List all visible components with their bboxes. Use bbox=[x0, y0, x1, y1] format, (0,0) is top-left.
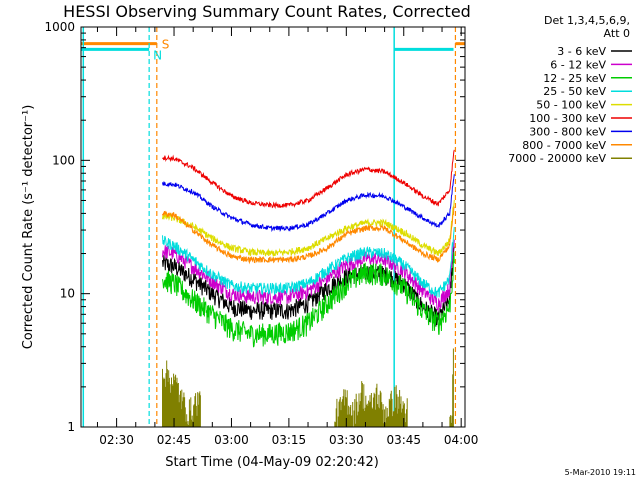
legend-label: 7000 - 20000 keV bbox=[508, 152, 606, 165]
y-tick-label: 10 bbox=[60, 287, 75, 301]
legend-label: 300 - 800 keV bbox=[529, 125, 606, 138]
saa-flag-label: S bbox=[162, 38, 170, 52]
x-axis-label: Start Time (04-May-09 02:20:42) bbox=[165, 455, 379, 470]
x-tick-label: 03:45 bbox=[386, 433, 421, 447]
plot-frame bbox=[80, 26, 466, 428]
legend-label: 800 - 7000 keV bbox=[522, 139, 606, 152]
x-tick-label: 02:45 bbox=[157, 433, 192, 447]
y-tick-label: 100 bbox=[52, 153, 75, 167]
y-tick-label: 1000 bbox=[44, 20, 75, 34]
flag-layer: SN bbox=[81, 27, 465, 427]
x-tick-label: 03:00 bbox=[214, 433, 249, 447]
legend-header-line-1: Det 1,3,4,5,6,9, bbox=[544, 14, 630, 27]
y-axis: 1 10 100 1000 bbox=[44, 20, 465, 434]
series-7000-20000-kev-trace bbox=[162, 348, 454, 427]
legend-label: 100 - 300 keV bbox=[529, 112, 606, 125]
legend-label: 3 - 6 keV bbox=[557, 45, 606, 58]
series-25-50-kev-trace bbox=[162, 227, 455, 298]
legend-label: 12 - 25 keV bbox=[543, 72, 606, 85]
series-100-300-kev-trace bbox=[162, 149, 455, 210]
x-tick-label: 03:15 bbox=[272, 433, 307, 447]
legend-header-line-2: Att 0 bbox=[604, 27, 630, 40]
series-layer bbox=[162, 149, 455, 427]
night-flag-label: N bbox=[153, 48, 162, 62]
series-800-7000-kev-trace bbox=[162, 206, 455, 265]
series-12-25-kev-trace bbox=[162, 252, 455, 348]
legend-label: 6 - 12 keV bbox=[550, 58, 606, 71]
series-6-12-kev-trace bbox=[162, 239, 455, 312]
series-300-800-kev-trace bbox=[162, 174, 455, 233]
y-axis-label: Corrected Count Rate (s⁻¹ detector⁻¹) bbox=[21, 105, 36, 350]
x-axis: 02:30 02:45 03:00 03:15 03:30 03:45 04:00 bbox=[96, 27, 479, 447]
legend-label: 50 - 100 keV bbox=[536, 99, 606, 112]
y-tick-label: 1 bbox=[67, 420, 75, 434]
footer-timestamp: 5-Mar-2010 19:11 bbox=[565, 468, 636, 477]
x-tick-label: 02:30 bbox=[99, 433, 134, 447]
x-tick-label: 04:00 bbox=[444, 433, 479, 447]
chart-title: HESSI Observing Summary Count Rates, Cor… bbox=[63, 2, 471, 21]
series-50-100-kev-trace bbox=[162, 199, 455, 257]
x-tick-label: 03:30 bbox=[329, 433, 364, 447]
legend-label: 25 - 50 keV bbox=[543, 85, 606, 98]
